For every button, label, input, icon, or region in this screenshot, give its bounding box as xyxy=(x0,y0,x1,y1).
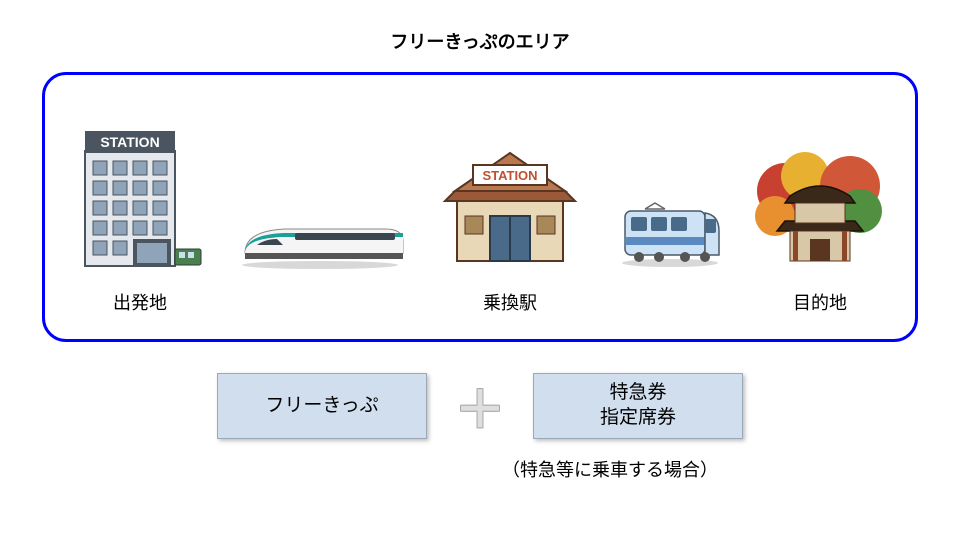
station-sign-text: STATION xyxy=(100,134,159,150)
local-train-icon xyxy=(615,201,725,315)
ticket-right-line2: 指定席券 xyxy=(600,406,676,431)
ticket-right-line1: 特急券 xyxy=(609,381,666,406)
departure-label: 出発地 xyxy=(113,289,167,315)
transfer-stop: STATION 乗換駅 xyxy=(435,141,585,315)
footnote: （特急等に乗車する場合） xyxy=(0,456,960,482)
plus-icon: ＋ xyxy=(455,370,505,442)
departure-stop: STATION 出発地 xyxy=(75,121,205,315)
page-title: フリーきっぷのエリア xyxy=(0,0,960,54)
free-pass-ticket-box: フリーきっぷ xyxy=(217,373,427,439)
free-pass-area: STATION 出発地 xyxy=(42,72,918,342)
temple-icon xyxy=(755,141,885,271)
station-building-icon: STATION xyxy=(75,121,205,271)
shinkansen-icon xyxy=(235,211,405,315)
small-station-icon: STATION xyxy=(435,141,585,271)
destination-label: 目的地 xyxy=(793,289,847,315)
transfer-label: 乗換駅 xyxy=(483,289,537,315)
ticket-left-label: フリーきっぷ xyxy=(265,394,378,419)
svg-text:STATION: STATION xyxy=(482,168,537,183)
express-ticket-box: 特急券 指定席券 xyxy=(533,373,743,439)
destination-stop: 目的地 xyxy=(755,141,885,315)
ticket-row: フリーきっぷ ＋ 特急券 指定席券 xyxy=(0,370,960,442)
